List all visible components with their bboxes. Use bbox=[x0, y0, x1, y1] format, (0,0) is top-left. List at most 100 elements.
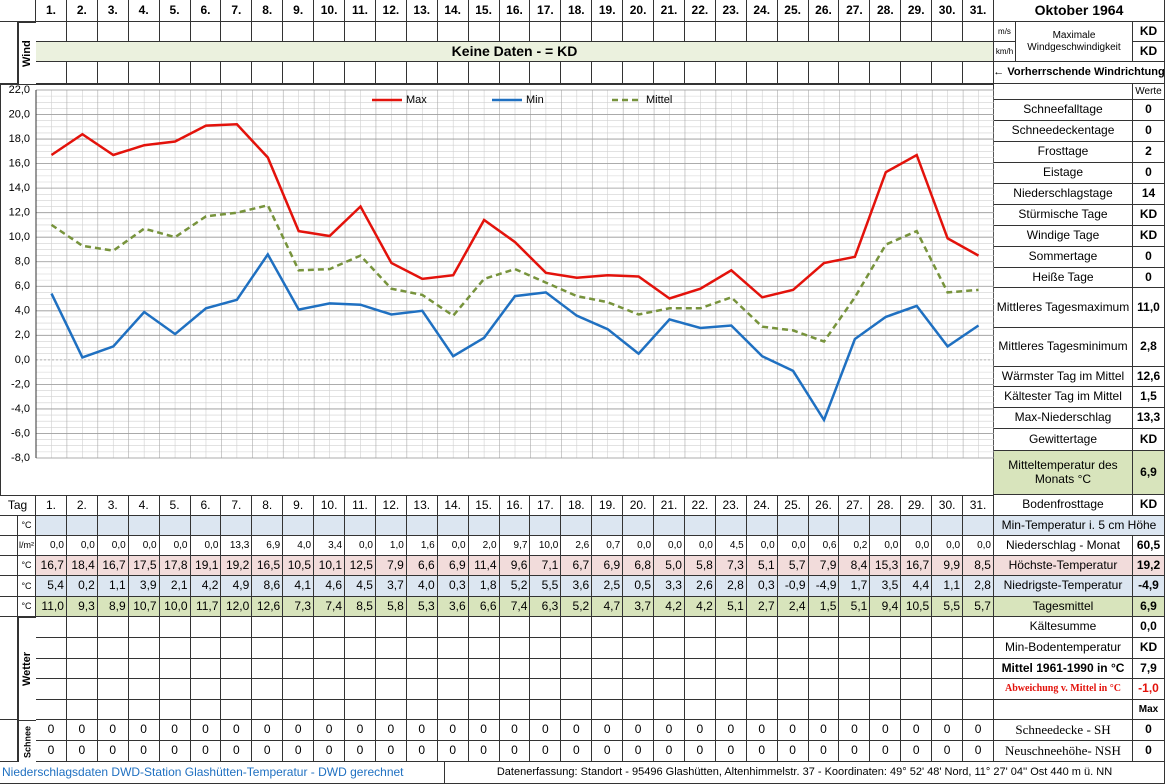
stat-label: Mitteltemperatur des Monats °C bbox=[994, 451, 1133, 495]
table-cell: 5,5 bbox=[932, 597, 964, 617]
stat-value: 0 bbox=[1133, 100, 1165, 121]
snow-cell: 0 bbox=[499, 720, 531, 741]
weather-cell bbox=[901, 638, 933, 659]
table-cell: 6,6 bbox=[468, 597, 500, 617]
y-tick-label: 12,0 bbox=[9, 207, 30, 219]
snow-cell: 0 bbox=[375, 741, 407, 762]
summary-value: 0 bbox=[1133, 741, 1165, 762]
table-cell: 5,0 bbox=[654, 556, 685, 576]
wind-cell bbox=[963, 62, 994, 84]
weather-cell bbox=[808, 700, 840, 720]
snow-cell: 0 bbox=[221, 741, 253, 762]
wind-cell bbox=[499, 62, 531, 84]
snow-cell: 0 bbox=[777, 741, 809, 762]
day-label: 22. bbox=[684, 496, 716, 516]
wind-cell bbox=[746, 62, 778, 84]
table-cell: 0,2 bbox=[66, 576, 98, 597]
summary-label bbox=[994, 700, 1133, 720]
weather-cell bbox=[901, 679, 933, 700]
stat-value: 1,5 bbox=[1133, 387, 1165, 408]
weather-cell bbox=[437, 679, 469, 700]
table-cell bbox=[159, 516, 191, 536]
wind-cell bbox=[468, 22, 500, 42]
wind-cell bbox=[314, 62, 346, 84]
weather-cell bbox=[932, 638, 964, 659]
table-cell: 6,6 bbox=[406, 556, 438, 576]
table-cell bbox=[283, 516, 315, 536]
stat-value: 11,0 bbox=[1133, 288, 1165, 328]
y-tick-label: 20,0 bbox=[9, 108, 30, 120]
stat-label: Mittleres Tagesmaximum bbox=[994, 288, 1133, 328]
weather-cell bbox=[746, 700, 778, 720]
wind-cell bbox=[932, 62, 964, 84]
weather-cell bbox=[190, 700, 222, 720]
wind-cell bbox=[190, 22, 222, 42]
table-cell: 0,7 bbox=[592, 536, 624, 556]
table-cell: 0,0 bbox=[36, 536, 67, 556]
table-cell: 5,1 bbox=[839, 597, 871, 617]
table-cell: 3,9 bbox=[128, 576, 160, 597]
day-header: 14. bbox=[437, 0, 469, 22]
table-cell bbox=[654, 516, 685, 536]
weather-cell bbox=[715, 659, 747, 679]
table-cell: 6,8 bbox=[623, 556, 655, 576]
snow-cell: 0 bbox=[190, 741, 222, 762]
table-cell bbox=[715, 516, 747, 536]
table-cell: 0,0 bbox=[66, 536, 98, 556]
table-cell: 2,7 bbox=[746, 597, 778, 617]
table-cell: 6,3 bbox=[530, 597, 562, 617]
weather-cell bbox=[159, 617, 191, 638]
weather-cell bbox=[159, 679, 191, 700]
day-label: 25. bbox=[777, 496, 809, 516]
legend-label: Mittel bbox=[646, 94, 672, 106]
wind-cell bbox=[468, 62, 500, 84]
summary-value: KD bbox=[1133, 638, 1165, 659]
day-label: 5. bbox=[159, 496, 191, 516]
wind-cell bbox=[66, 62, 98, 84]
table-cell: 6,9 bbox=[437, 556, 469, 576]
day-header: 26. bbox=[808, 0, 840, 22]
snow-cell: 0 bbox=[375, 720, 407, 741]
wind-cell bbox=[36, 22, 67, 42]
corner bbox=[0, 0, 36, 22]
wind-cell bbox=[345, 22, 376, 42]
table-cell bbox=[684, 516, 716, 536]
day-label: 9. bbox=[283, 496, 315, 516]
footer-location: Datenerfassung: Standort - 95496 Glashüt… bbox=[445, 762, 1165, 784]
table-cell: 10,5 bbox=[283, 556, 315, 576]
weather-cell bbox=[128, 700, 160, 720]
table-cell: 0,0 bbox=[870, 536, 902, 556]
weather-cell bbox=[561, 617, 593, 638]
table-cell: 7,9 bbox=[375, 556, 407, 576]
y-tick-label: 6,0 bbox=[15, 280, 30, 292]
weather-cell bbox=[406, 638, 438, 659]
snow-cell: 0 bbox=[437, 720, 469, 741]
day-header: 2. bbox=[66, 0, 98, 22]
table-cell: 16,7 bbox=[97, 556, 129, 576]
wind-cell bbox=[901, 62, 933, 84]
unit-label: °C bbox=[18, 597, 36, 617]
wind-cell bbox=[870, 22, 902, 42]
snow-cell: 0 bbox=[406, 741, 438, 762]
snow-cell: 0 bbox=[190, 720, 222, 741]
table-cell bbox=[252, 516, 284, 536]
table-cell: 3,7 bbox=[375, 576, 407, 597]
table-cell: 1,0 bbox=[375, 536, 407, 556]
weather-cell bbox=[375, 679, 407, 700]
weather-cell bbox=[561, 638, 593, 659]
table-cell: 5,4 bbox=[36, 576, 67, 597]
snow-cell: 0 bbox=[592, 720, 624, 741]
snow-cell: 0 bbox=[715, 720, 747, 741]
wind-cell bbox=[684, 62, 716, 84]
wind-cell bbox=[159, 62, 191, 84]
day-header: 19. bbox=[592, 0, 624, 22]
table-cell: 4,1 bbox=[283, 576, 315, 597]
table-cell: 0,0 bbox=[345, 536, 376, 556]
wind-cell bbox=[654, 22, 685, 42]
table-cell bbox=[932, 516, 964, 536]
blank bbox=[0, 617, 18, 720]
stat-label: Sommertage bbox=[994, 247, 1133, 268]
weather-cell bbox=[654, 617, 685, 638]
weather-cell bbox=[870, 638, 902, 659]
wind-cell bbox=[66, 22, 98, 42]
